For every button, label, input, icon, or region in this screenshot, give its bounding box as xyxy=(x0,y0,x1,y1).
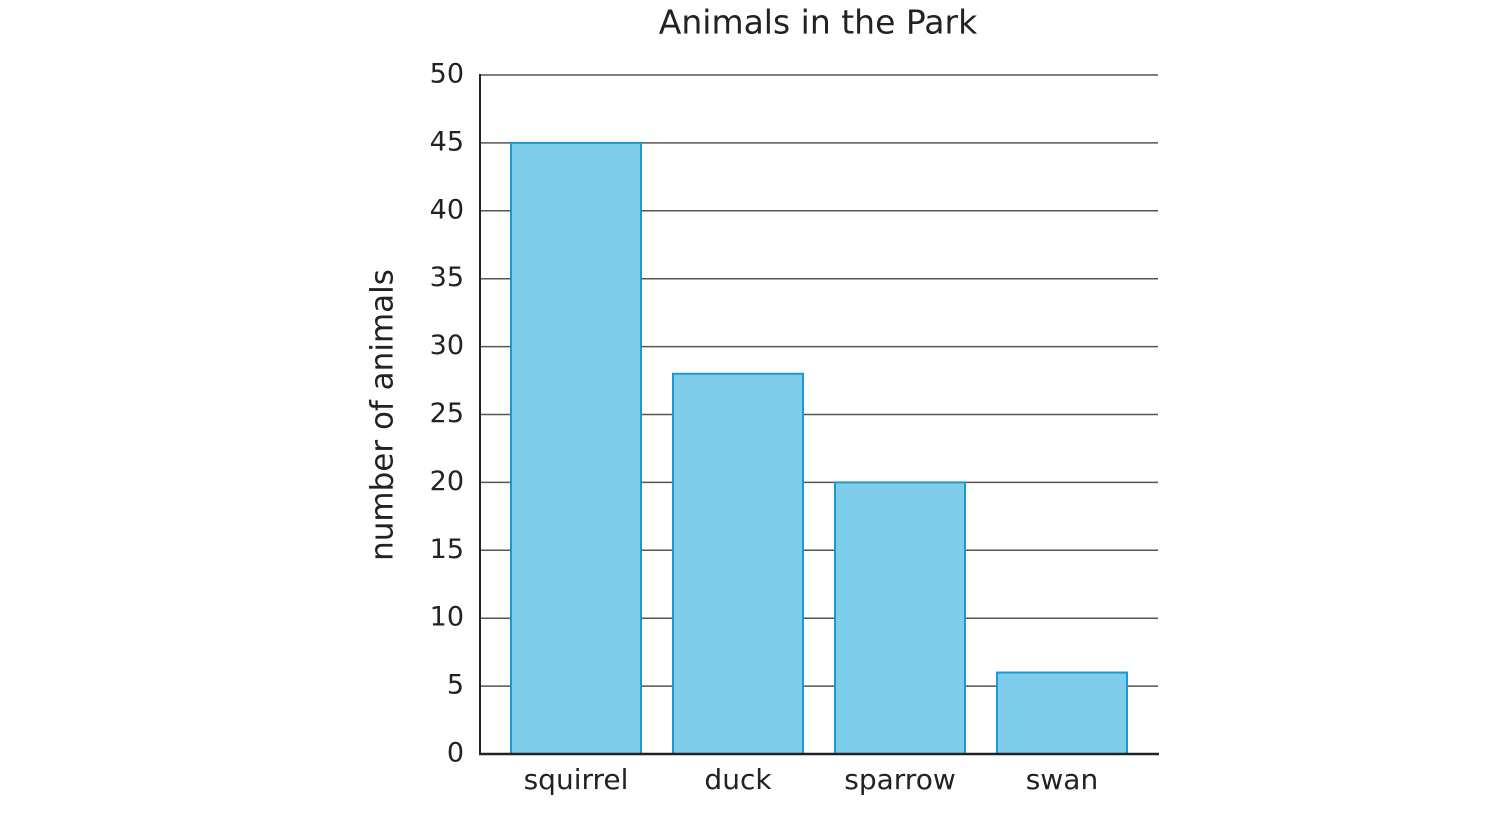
bar xyxy=(996,671,1128,756)
x-tick-label: squirrel xyxy=(524,763,629,796)
bars xyxy=(510,141,1128,756)
y-tick-label: 35 xyxy=(430,262,464,293)
y-axis-label: number of animals xyxy=(365,269,401,561)
y-tick-label: 5 xyxy=(447,670,464,701)
y-tick-label: 25 xyxy=(430,398,464,429)
y-tick-label: 20 xyxy=(430,466,464,497)
y-tick-label: 50 xyxy=(430,59,464,90)
y-tick-label: 45 xyxy=(430,126,464,157)
chart-title: Animals in the Park xyxy=(659,3,978,42)
bar xyxy=(834,481,966,755)
y-tick-label: 30 xyxy=(430,330,464,361)
x-tick-label: swan xyxy=(1026,763,1098,796)
y-tick-label: 40 xyxy=(430,194,464,225)
bar xyxy=(672,372,804,755)
x-tick-label: sparrow xyxy=(844,763,955,796)
y-tick-label: 10 xyxy=(430,602,464,633)
y-tick-label: 0 xyxy=(447,738,464,769)
x-tick-label: duck xyxy=(704,763,772,796)
y-tick-label: 15 xyxy=(430,534,464,565)
bar xyxy=(510,141,642,755)
